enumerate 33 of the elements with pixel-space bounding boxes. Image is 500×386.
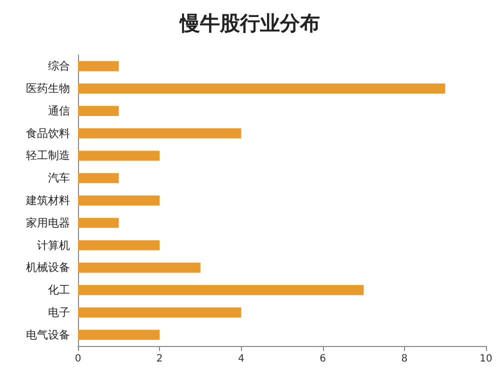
bar — [78, 218, 119, 228]
y-tick-label: 电气设备 — [26, 328, 70, 342]
bar — [78, 61, 119, 72]
y-tick-label: 电子 — [48, 306, 70, 319]
y-tick-label: 家用电器 — [26, 216, 70, 230]
y-tick-label: 汽车 — [48, 172, 70, 185]
x-tick-label: 0 — [74, 354, 82, 364]
y-tick-label: 综合 — [48, 60, 70, 73]
y-tick-label: 机械设备 — [26, 261, 70, 274]
bar — [78, 173, 119, 184]
bar — [78, 330, 160, 340]
x-tick-label: 2 — [156, 354, 163, 364]
x-tick-label: 4 — [238, 354, 244, 364]
y-tick-label: 医药生物 — [26, 82, 70, 96]
bar — [78, 128, 242, 138]
bar — [78, 106, 119, 116]
bar — [78, 285, 364, 296]
bar — [78, 240, 160, 250]
y-tick-label: 通信 — [48, 104, 70, 118]
chart-title: 慢牛股行业分布 — [179, 11, 320, 35]
y-tick-label: 计算机 — [37, 238, 70, 252]
y-tick-label: 轻工制造 — [26, 149, 70, 162]
bar — [78, 150, 160, 161]
y-tick-label: 建筑材料 — [25, 194, 70, 207]
bar — [78, 307, 242, 318]
y-tick-label: 食品饮料 — [26, 126, 70, 140]
bar — [78, 262, 200, 273]
y-tick-label: 化工 — [48, 284, 70, 297]
bar — [78, 84, 446, 94]
x-tick-label: 10 — [480, 354, 492, 364]
bar — [78, 195, 160, 206]
x-tick-label: 6 — [320, 354, 326, 364]
x-tick-label: 8 — [401, 354, 408, 364]
